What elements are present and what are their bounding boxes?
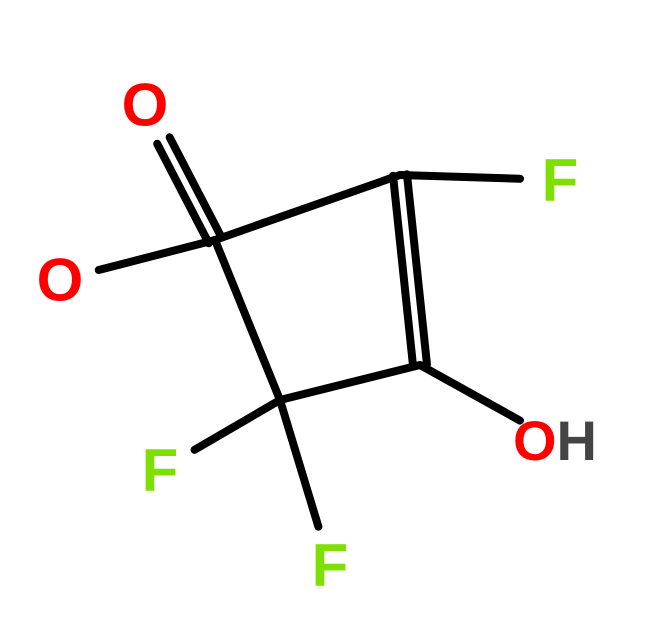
atom-label: O: [37, 247, 84, 314]
atom-label-oh: OH: [513, 409, 597, 472]
atom-label: O: [122, 72, 169, 139]
bond: [400, 175, 520, 179]
atom-label: F: [542, 147, 579, 214]
atom-label: F: [312, 532, 349, 599]
atom-label: F: [142, 437, 179, 504]
molecule-diagram: O O F F F OH: [0, 0, 659, 623]
